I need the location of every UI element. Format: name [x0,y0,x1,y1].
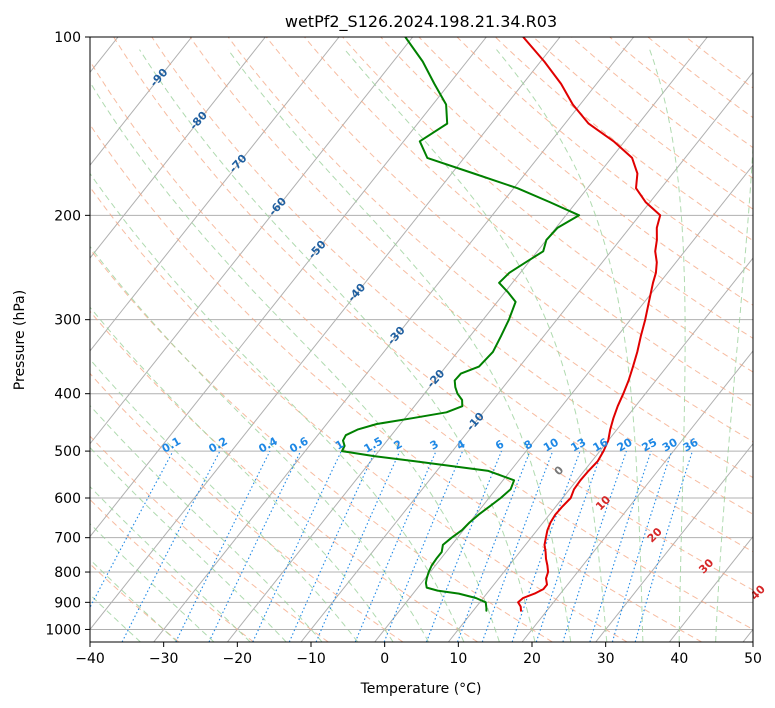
dry-adiabat-line [533,37,753,210]
isotherm-line [226,37,708,642]
dry-adiabat-line [304,37,753,408]
mixing-ratio-line [535,450,603,642]
moist-adiabat-line [344,49,608,642]
dry-adiabat-line [456,37,753,274]
temperature-line [517,37,662,612]
sounding-series [341,37,662,612]
y-tick-label: 900 [54,595,81,611]
y-tick-label: 600 [54,491,81,507]
x-axis-title: Temperature (°C) [360,681,482,697]
isotherm-line [595,442,753,642]
isotherm-line [90,37,266,259]
y-tick-label: 400 [54,387,81,403]
y-tick-label: 700 [54,531,81,547]
mixing-ratio-line [252,450,342,642]
x-tick-label: −40 [75,651,105,667]
isotherm-line [90,37,340,352]
x-tick-label: 20 [523,651,541,667]
y-tick-label: 800 [54,565,81,581]
dry-adiabat-line [494,37,753,242]
dry-adiabat-line [113,37,753,591]
isotherm-line [447,257,753,642]
moist-adiabat-line [90,558,178,642]
moist-adiabat-line [90,446,287,642]
mixing-ratio-line [208,450,302,642]
y-tick-label: 1000 [45,622,81,638]
y-tick-label: 100 [54,30,81,46]
mixing-ratio-line [354,450,437,642]
y-tick-label: 300 [54,313,81,329]
isotherm-line [90,37,193,166]
moist-adiabat-line [90,485,251,642]
mixing-ratio-line [589,450,652,642]
y-tick-label: 200 [54,208,81,224]
x-axis-ticks: −40 −30 −20 −10 0 10 20 30 40 50 [75,642,762,667]
y-axis-ticks: 100 200 300 400 500 600 700 800 900 1000 [45,30,90,638]
moist-adiabat-line [139,49,536,642]
x-tick-label: 10 [449,651,467,667]
moist-adiabat-line [90,523,215,642]
mixing-ratio-line [562,450,627,642]
moist-adiabat-line [90,404,323,642]
isotherm-line [374,164,753,642]
isotherm-line [153,37,635,642]
isotherm-line [90,37,414,445]
isotherm-line [668,535,753,642]
x-tick-label: 30 [597,651,615,667]
x-tick-label: 50 [744,651,762,667]
moist-adiabat-line [90,172,465,642]
x-tick-label: −30 [149,651,179,667]
background-lines [90,37,753,642]
dry-adiabat-line [189,37,753,515]
y-axis-title: Pressure (hPa) [12,290,28,390]
moist-adiabat-line [90,306,394,642]
dry-adiabat-line [265,37,753,443]
plot-frame [89,36,754,643]
x-tick-label: 40 [670,651,688,667]
isotherm-line [90,37,487,538]
mixing-ratio-line [481,450,554,642]
plot-area [90,37,753,642]
mixing-ratio-line [611,450,673,642]
moist-adiabat-line [90,358,359,642]
moist-adiabat-line [90,593,141,642]
moist-adiabat-line [649,49,686,642]
dry-adiabat-line [571,37,753,179]
isotherm-line [90,37,561,631]
moist-adiabat-line [227,49,572,642]
isotherm-line [521,350,753,642]
dry-adiabat-line [90,435,329,642]
dry-adiabat-line [90,60,753,630]
moist-adiabat-line [715,139,753,642]
chart-title: wetPf2_S126.2024.198.21.34.R03 [285,12,557,32]
dry-adiabat-line [90,310,478,642]
dry-adiabat-line [90,123,703,642]
dry-adiabat-line [227,37,753,479]
moist-adiabat-line [90,81,500,642]
mixing-ratio-line [175,450,271,642]
dewpoint-line [341,37,581,612]
x-tick-label: −10 [296,651,326,667]
mixing-ratio-line [288,450,376,642]
x-tick-label: −20 [223,651,253,667]
moist-adiabat-line [496,49,644,642]
y-tick-label: 500 [54,444,81,460]
mixing-ratio-line [634,450,693,642]
x-tick-label: 0 [380,651,389,667]
moist-adiabat-line [90,245,429,642]
dry-adiabat-line [342,37,753,373]
